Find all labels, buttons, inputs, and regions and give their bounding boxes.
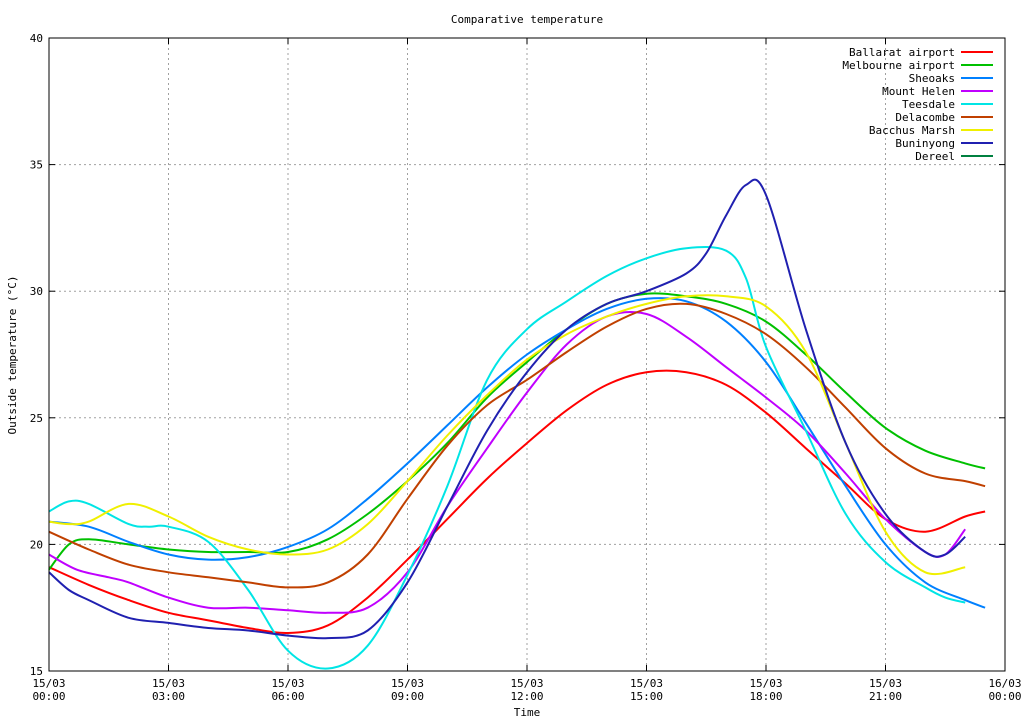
x-tick-label: 00:00 <box>32 690 65 703</box>
series-line-teesdale <box>48 246 966 670</box>
x-tick-label: 12:00 <box>510 690 543 703</box>
y-tick-label: 35 <box>30 159 43 172</box>
legend-label-bacchus-marsh: Bacchus Marsh <box>869 124 955 137</box>
axis-ticks: 15202530354015/0300:0015/0303:0015/0306:… <box>30 32 1022 703</box>
x-tick-label: 15:00 <box>630 690 663 703</box>
series-lines <box>48 178 986 670</box>
series-line-delacombe <box>48 302 986 589</box>
x-axis-label: Time <box>514 706 541 719</box>
legend-label-sheoaks: Sheoaks <box>909 72 955 85</box>
x-tick-label: 15/03 <box>749 677 782 690</box>
legend-label-melbourne-airport: Melbourne airport <box>842 59 955 72</box>
series-line-melbourne-airport <box>48 292 986 571</box>
grid-lines <box>49 38 1005 671</box>
legend-label-delacombe: Delacombe <box>895 111 955 124</box>
y-tick-label: 15 <box>30 665 43 678</box>
x-tick-label: 15/03 <box>869 677 902 690</box>
legend-label-mount-helen: Mount Helen <box>882 85 955 98</box>
series-line-ballarat-airport <box>48 369 986 635</box>
x-tick-label: 15/03 <box>391 677 424 690</box>
x-tick-label: 03:00 <box>152 690 185 703</box>
y-tick-label: 30 <box>30 285 43 298</box>
y-tick-label: 40 <box>30 32 43 45</box>
series-line-buninyong <box>48 178 966 640</box>
y-tick-label: 25 <box>30 412 43 425</box>
x-tick-label: 15/03 <box>510 677 543 690</box>
x-tick-label: 15/03 <box>271 677 304 690</box>
legend-label-ballarat-airport: Ballarat airport <box>849 46 955 59</box>
x-tick-label: 00:00 <box>988 690 1021 703</box>
series-line-mount-helen <box>48 310 966 614</box>
y-axis-label: Outside temperature (°C) <box>6 276 19 435</box>
legend-label-buninyong: Buninyong <box>895 137 955 150</box>
legend-label-teesdale: Teesdale <box>902 98 955 111</box>
x-tick-label: 09:00 <box>391 690 424 703</box>
x-tick-label: 21:00 <box>869 690 902 703</box>
x-tick-label: 06:00 <box>271 690 304 703</box>
chart-title: Comparative temperature <box>451 13 603 26</box>
x-tick-label: 15/03 <box>32 677 65 690</box>
series-line-bacchus-marsh <box>48 294 966 576</box>
plot-frame <box>48 37 1006 672</box>
x-tick-label: 15/03 <box>152 677 185 690</box>
y-tick-label: 20 <box>30 538 43 551</box>
x-tick-label: 16/03 <box>988 677 1021 690</box>
series-line-sheoaks <box>48 297 986 609</box>
x-tick-label: 18:00 <box>749 690 782 703</box>
legend-label-dereel: Dereel <box>915 150 955 163</box>
x-tick-label: 15/03 <box>630 677 663 690</box>
